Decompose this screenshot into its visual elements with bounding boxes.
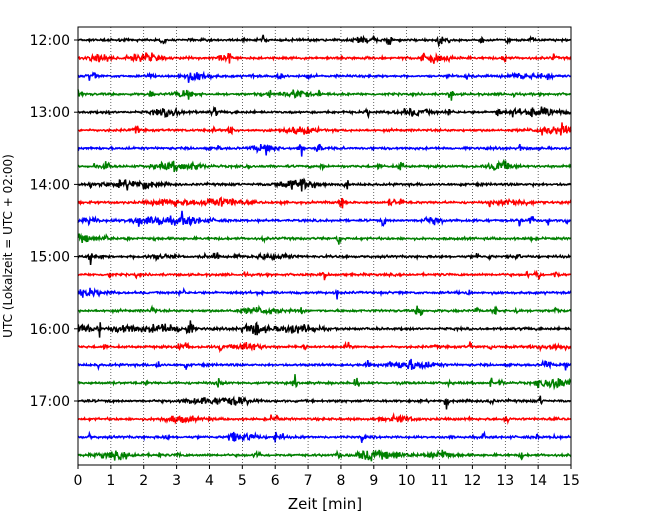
trace-10 (77, 196, 572, 209)
x-tick-label: 13 (496, 473, 514, 489)
y-tick-label: 16:00 (30, 322, 70, 338)
trace-12 (77, 232, 571, 245)
trace-20 (77, 374, 572, 391)
y-axis-label: UTC (Lokalzeit = UTC + 02:00) (1, 154, 15, 338)
trace-5 (77, 105, 572, 120)
trace-9 (78, 177, 572, 192)
trace-2 (77, 51, 572, 64)
x-tick-label: 11 (431, 473, 449, 489)
trace-24 (77, 449, 572, 462)
x-axis-label: Zeit [min] (288, 495, 362, 513)
x-tick-label: 10 (398, 473, 416, 489)
y-tick-label: 12:00 (30, 33, 70, 49)
x-tick-label: 6 (271, 473, 280, 489)
x-axis: 0 1 2 3 4 5 6 7 8 9 10 11 12 13 14 15 (74, 465, 580, 489)
trace-6 (77, 122, 572, 136)
trace-19 (77, 358, 572, 372)
trace-4 (77, 89, 572, 101)
trace-21 (77, 395, 572, 410)
trace-13 (77, 251, 571, 265)
x-tick-label: 14 (529, 473, 547, 489)
y-tick-label: 14:00 (30, 177, 70, 193)
trace-22 (77, 412, 572, 425)
x-tick-label: 5 (238, 473, 247, 489)
y-tick-label: 13:00 (30, 105, 70, 121)
trace-23 (77, 430, 572, 443)
x-tick-label: 3 (172, 473, 181, 489)
x-tick-label: 0 (74, 473, 83, 489)
x-tick-label: 7 (304, 473, 313, 489)
x-tick-label: 4 (205, 473, 214, 489)
traces-group (77, 34, 572, 462)
x-tick-label: 15 (562, 473, 580, 489)
plot-frame (77, 26, 572, 466)
x-tick-label: 12 (463, 473, 481, 489)
x-tick-label: 8 (336, 473, 345, 489)
y-tick-label: 15:00 (30, 250, 70, 266)
trace-11 (77, 210, 572, 227)
trace-3 (77, 70, 572, 83)
trace-17 (77, 320, 572, 338)
trace-1 (77, 34, 571, 48)
grid-lines (110, 27, 539, 465)
trace-7 (77, 143, 572, 157)
trace-16 (77, 304, 572, 317)
trace-14 (77, 269, 572, 281)
trace-8 (77, 158, 572, 173)
x-tick-label: 2 (139, 473, 148, 489)
y-tick-label: 17:00 (30, 394, 70, 410)
trace-15 (77, 286, 572, 300)
x-tick-label: 1 (106, 473, 115, 489)
y-axis: 12:00 13:00 14:00 15:00 16:00 17:00 (30, 33, 78, 410)
x-tick-label: 9 (369, 473, 378, 489)
trace-18 (77, 340, 572, 354)
